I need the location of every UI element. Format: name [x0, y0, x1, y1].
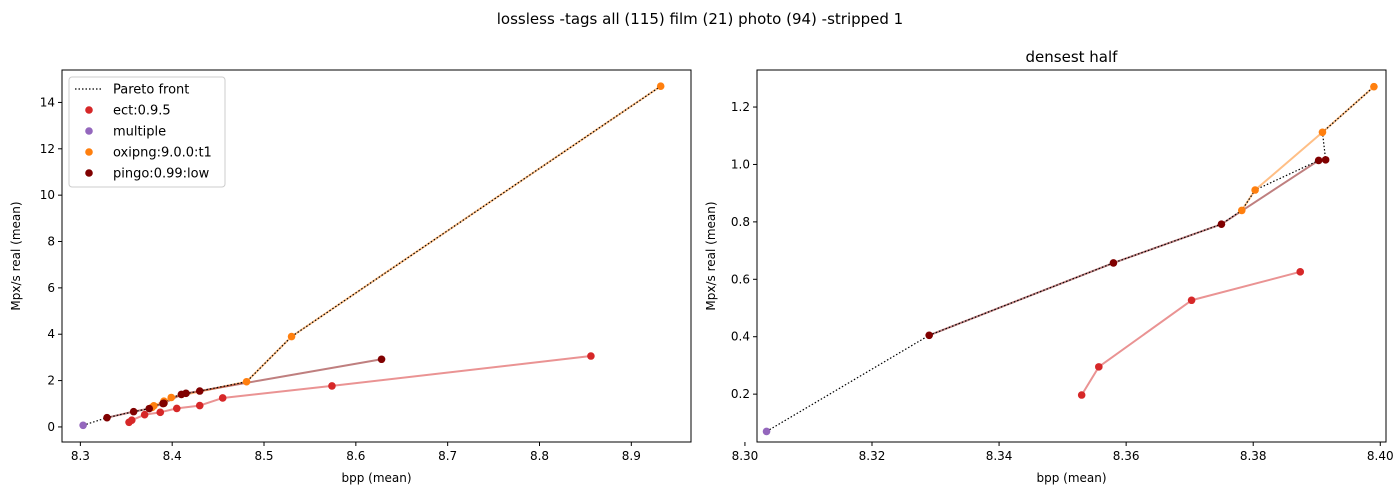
x-tick-label: 8.6 [346, 449, 365, 463]
legend-entry: oxipng:9.0.0:t1 [113, 146, 212, 161]
x-tick-label: 8.40 [1367, 449, 1394, 463]
y-tick-label: 12 [40, 142, 55, 156]
data-point [172, 404, 181, 413]
legend-entry: pingo:0.99:low [113, 167, 210, 182]
data-point [195, 387, 204, 395]
y-tick-label: 2 [47, 374, 55, 388]
legend-swatch [85, 127, 93, 135]
figure-suptitle: lossless -tags all (115) film (21) photo… [497, 10, 903, 28]
series-line [1240, 85, 1375, 211]
data-point [195, 401, 204, 410]
x-tick-label: 8.36 [1113, 449, 1140, 463]
data-point [129, 407, 138, 416]
x-tick-label: 8.5 [254, 449, 273, 463]
legend-swatch [85, 148, 93, 156]
left-plot: 8.3 8.4 8.5 8.6 8.7 8.8 8.9 0 2 4 6 8 10 12 14 bpp (mea… [9, 69, 692, 485]
series-line [1080, 270, 1301, 396]
y-axis-label: Mpx/s real (mean) [9, 201, 23, 310]
data-point [1095, 363, 1103, 371]
data-point [1318, 128, 1327, 137]
series-line [151, 85, 662, 409]
y-tick-label: 0 [47, 420, 55, 434]
pareto-front-line [82, 85, 662, 426]
data-point [1251, 186, 1259, 194]
y-tick-label: 4 [47, 327, 55, 341]
y-axis-label: Mpx/s real (mean) [704, 201, 718, 310]
x-tick-label: 8.34 [986, 449, 1013, 463]
data-point [1370, 82, 1378, 91]
data-point [1314, 156, 1323, 165]
data-point [1321, 156, 1330, 164]
pareto-front-line [766, 86, 1375, 432]
y-tick-label: 1.2 [731, 100, 750, 114]
data-point [218, 394, 227, 402]
data-point [287, 332, 296, 341]
x-tick-label: 8.9 [622, 449, 641, 463]
data-point [145, 404, 154, 413]
y-tick-label: 0.2 [731, 387, 750, 401]
legend-entry: ect:0.9.5 [113, 104, 171, 119]
data-point [140, 410, 149, 419]
data-point [79, 421, 87, 430]
data-point [242, 377, 251, 386]
x-axis-label: bpp (mean) [341, 471, 411, 485]
data-point [377, 355, 386, 364]
x-axis-label: bpp (mean) [1036, 471, 1106, 485]
legend-box [68, 76, 226, 188]
data-point [103, 413, 111, 422]
data-point [1217, 220, 1226, 228]
right-plot-densest-half: 8.30 8.32 8.34 8.36 8.38 8.40 0.2 0.4 0.6 0.8 1.0 1… [704, 48, 1394, 485]
series-line [928, 158, 1326, 337]
data-point [328, 382, 336, 390]
data-point [1077, 391, 1086, 399]
data-point [1187, 296, 1196, 305]
legend-swatch [85, 106, 93, 114]
data-point [1296, 268, 1305, 276]
data-point [587, 352, 595, 360]
x-tick-label: 8.7 [438, 449, 457, 463]
legend-entry: multiple [113, 125, 166, 140]
x-tick-label: 8.3 [71, 449, 90, 463]
y-tick-label: 0.8 [731, 215, 750, 229]
y-tick-label: 0.4 [731, 330, 750, 344]
x-tick-label: 8.38 [1240, 449, 1267, 463]
plot-area [79, 82, 665, 430]
data-point [925, 331, 933, 340]
plot-area [762, 82, 1378, 436]
y-tick-label: 1.0 [731, 157, 750, 171]
data-point [156, 408, 165, 417]
data-point [160, 399, 168, 408]
axes-frame [756, 69, 1387, 443]
y-tick-label: 10 [40, 188, 55, 202]
x-tick-label: 8.8 [530, 449, 549, 463]
x-tick-label: 8.32 [859, 449, 886, 463]
data-point [182, 389, 190, 398]
data-point [656, 82, 665, 91]
y-tick-label: 14 [40, 95, 55, 109]
y-tick-label: 8 [47, 235, 55, 249]
y-tick-label: 0.6 [731, 272, 750, 286]
subplot-title: densest half [1026, 48, 1119, 66]
y-tick-label: 6 [47, 281, 55, 295]
data-point [167, 393, 176, 402]
data-point [762, 427, 771, 436]
x-tick-label: 8.30 [732, 449, 759, 463]
axes-frame [61, 69, 692, 443]
data-point [1237, 206, 1246, 215]
legend-entry: Pareto front [113, 83, 189, 98]
legend-swatch [85, 169, 93, 177]
data-point [127, 416, 136, 425]
data-point [1109, 259, 1118, 267]
x-tick-label: 8.4 [163, 449, 182, 463]
